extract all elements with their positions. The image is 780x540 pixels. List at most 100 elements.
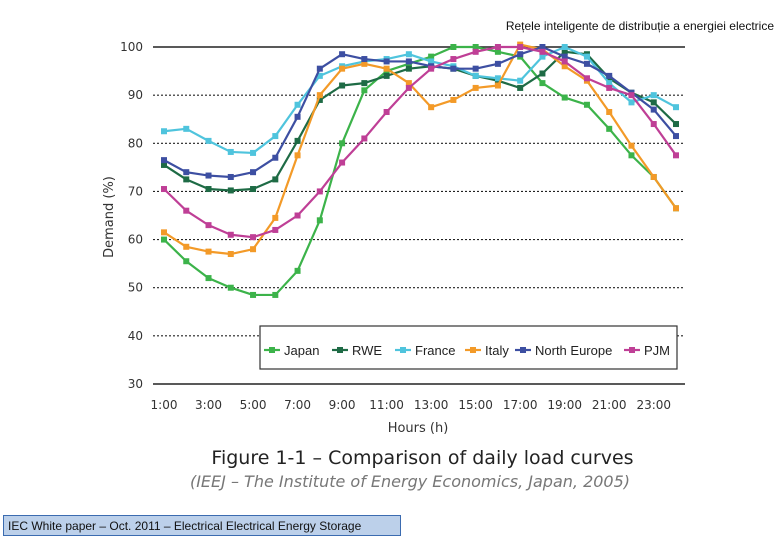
point-rwe-10: [361, 80, 368, 87]
y-tick-30: 30: [128, 377, 143, 391]
legend-item-rwe: RWE: [332, 343, 382, 358]
point-italy-10: [361, 60, 368, 67]
point-italy-22: [628, 142, 635, 149]
legend-swatch-marker-pjm: [629, 347, 635, 353]
point-france-6: [272, 133, 279, 140]
series-pjm: [161, 44, 679, 241]
y-tick-100: 100: [120, 40, 143, 54]
point-rwe-24: [673, 121, 679, 128]
point-rwe-3: [205, 186, 212, 193]
y-tick-labels: 30 40 50 60 70 80 90 100: [120, 40, 143, 391]
point-france-7: [294, 101, 301, 108]
point-japan-18: [539, 80, 546, 87]
point-pjm-18: [539, 48, 546, 55]
point-japan-14: [450, 44, 457, 50]
series-japan: [161, 44, 679, 298]
point-france-20: [583, 53, 590, 60]
legend-swatch-marker-north-europe: [520, 347, 526, 353]
point-france-15: [472, 72, 479, 79]
legend: Japan RWE France Italy North Europe PJM: [264, 343, 670, 358]
point-japan-5: [250, 291, 257, 298]
point-italy-23: [650, 173, 657, 180]
point-pjm-17: [517, 44, 524, 50]
point-rwe-1: [161, 161, 167, 168]
point-pjm-1: [161, 186, 167, 193]
point-france-8: [316, 72, 323, 79]
point-rwe-19: [561, 48, 568, 55]
legend-label-north-europe: North Europe: [535, 343, 612, 358]
point-north-europe-5: [250, 169, 257, 176]
legend-item-france: France: [395, 343, 455, 358]
point-japan-8: [316, 217, 323, 224]
legend-swatch-marker-france: [400, 347, 406, 353]
legend-label-japan: Japan: [284, 343, 319, 358]
point-pjm-19: [561, 58, 568, 65]
point-france-2: [183, 125, 190, 132]
point-rwe-5: [250, 186, 257, 193]
point-pjm-24: [673, 152, 679, 159]
x-tick-19-00: 19:00: [547, 398, 582, 412]
point-italy-11: [383, 65, 390, 72]
point-rwe-6: [272, 176, 279, 183]
point-japan-21: [606, 125, 613, 132]
point-france-23: [650, 92, 657, 99]
point-italy-1: [161, 229, 167, 236]
point-rwe-7: [294, 137, 301, 144]
line-italy: [163, 43, 677, 256]
point-japan-16: [494, 48, 501, 55]
point-france-16: [494, 75, 501, 82]
point-italy-4: [227, 251, 234, 258]
point-pjm-20: [583, 75, 590, 82]
point-rwe-2: [183, 176, 190, 183]
point-italy-15: [472, 84, 479, 91]
x-tick-13-00: 13:00: [414, 398, 449, 412]
legend-label-france: France: [415, 343, 455, 358]
point-north-europe-18: [539, 44, 546, 50]
point-pjm-12: [405, 84, 412, 91]
point-italy-24: [673, 205, 679, 212]
y-tick-40: 40: [128, 329, 143, 343]
point-pjm-16: [494, 44, 501, 50]
x-tick-7-00: 7:00: [284, 398, 311, 412]
point-japan-9: [339, 140, 346, 147]
point-italy-8: [316, 92, 323, 99]
point-pjm-21: [606, 84, 613, 91]
point-rwe-9: [339, 82, 346, 89]
point-japan-22: [628, 152, 635, 159]
point-japan-1: [161, 236, 167, 243]
legend-item-north-europe: North Europe: [515, 343, 612, 358]
legend-label-rwe: RWE: [352, 343, 382, 358]
point-north-europe-12: [405, 58, 412, 65]
x-tick-labels: 1:00 3:00 5:00 7:00 9:00 11:00 13:00 15:00 17:00…: [151, 398, 672, 412]
point-japan-4: [227, 284, 234, 291]
point-italy-14: [450, 96, 457, 103]
legend-box: [259, 325, 678, 370]
point-north-europe-9: [339, 51, 346, 58]
x-tick-1-00: 1:00: [151, 398, 178, 412]
legend-label-pjm: PJM: [644, 343, 670, 358]
point-japan-15: [472, 44, 479, 50]
point-pjm-23: [650, 121, 657, 128]
point-france-4: [227, 148, 234, 155]
point-north-europe-1: [161, 157, 167, 164]
line-north-europe: [163, 45, 677, 179]
point-japan-3: [205, 275, 212, 282]
line-japan: [163, 45, 677, 297]
point-pjm-22: [628, 92, 635, 99]
legend-item-italy: Italy: [465, 343, 509, 358]
point-north-europe-6: [272, 154, 279, 161]
point-rwe-18: [539, 70, 546, 77]
x-tick-3-00: 3:00: [195, 398, 222, 412]
point-pjm-8: [316, 188, 323, 195]
point-japan-2: [183, 258, 190, 265]
point-north-europe-15: [472, 65, 479, 72]
line-rwe: [163, 50, 677, 192]
figure-title: Figure 1-1 – Comparison of daily load cu…: [211, 447, 634, 469]
x-tick-15-00: 15:00: [458, 398, 493, 412]
point-north-europe-23: [650, 106, 657, 113]
point-france-5: [250, 149, 257, 156]
legend-item-japan: Japan: [264, 343, 319, 358]
point-japan-6: [272, 291, 279, 298]
point-france-1: [161, 128, 167, 135]
point-north-europe-7: [294, 113, 301, 120]
